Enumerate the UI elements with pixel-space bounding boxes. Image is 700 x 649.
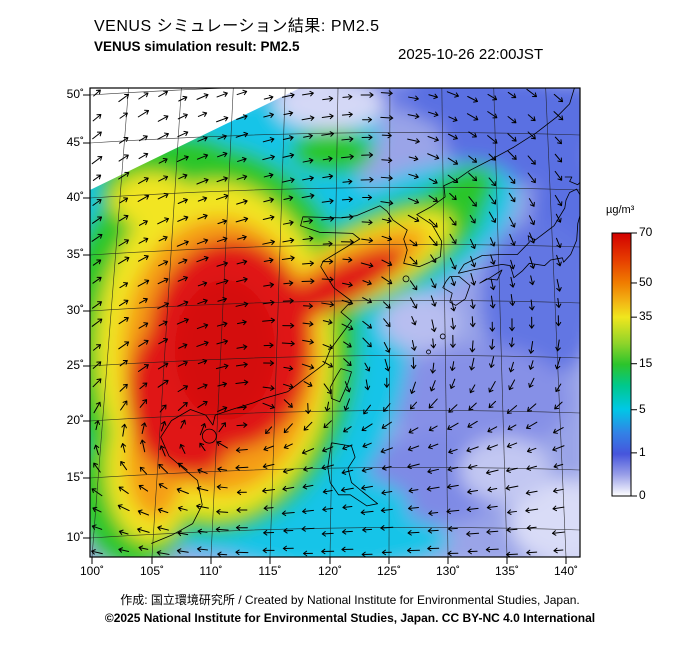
colorbar-tick-1: 1 — [639, 445, 646, 459]
colorbar-tick-15: 15 — [639, 356, 653, 370]
heatmap-layer — [90, 88, 580, 557]
lat-label-35: 35˚ — [66, 247, 84, 261]
colorbar-tick-5: 5 — [639, 402, 646, 416]
colorbar-unit-label: µg/m³ — [606, 204, 635, 216]
lat-label-50: 50˚ — [66, 87, 84, 101]
footer-license: ©2025 National Institute for Environment… — [104, 611, 596, 625]
page-title-english: VENUS simulation result: PM2.5 — [94, 39, 300, 54]
page-title-japanese: VENUS シミュレーション結果: PM2.5 — [94, 18, 380, 35]
lat-label-20: 20˚ — [66, 413, 84, 427]
colorbar — [611, 232, 637, 497]
lat-label-45: 45˚ — [66, 135, 84, 149]
lat-label-10: 10˚ — [66, 530, 84, 544]
footer-credit: 作成: 国立環境研究所 / Created by National Instit… — [120, 593, 580, 607]
lon-label-140: 140˚ — [553, 564, 579, 578]
wind-vector-layer — [91, 88, 565, 558]
lon-label-120: 120˚ — [317, 564, 343, 578]
colorbar-tick-50: 50 — [639, 275, 653, 289]
lon-label-100: 100˚ — [79, 564, 105, 578]
colorbar-tick-70: 70 — [639, 225, 653, 239]
lon-label-125: 125˚ — [376, 564, 402, 578]
lon-label-135: 135˚ — [494, 564, 520, 578]
colorbar-tick-35: 35 — [639, 309, 653, 323]
lon-label-110: 110˚ — [199, 564, 223, 578]
map-frame — [83, 87, 581, 564]
valid-timestamp: 2025-10-26 22:00JST — [398, 46, 544, 63]
lat-label-25: 25˚ — [66, 358, 84, 372]
lon-label-115: 115˚ — [258, 564, 282, 578]
lon-label-105: 105˚ — [139, 564, 165, 578]
lat-label-40: 40˚ — [66, 190, 84, 204]
lon-label-130: 130˚ — [435, 564, 461, 578]
colorbar-tick-0: 0 — [639, 488, 646, 502]
lat-label-30: 30˚ — [66, 303, 84, 317]
lat-label-15: 15˚ — [66, 470, 84, 484]
coastlines — [151, 88, 580, 544]
